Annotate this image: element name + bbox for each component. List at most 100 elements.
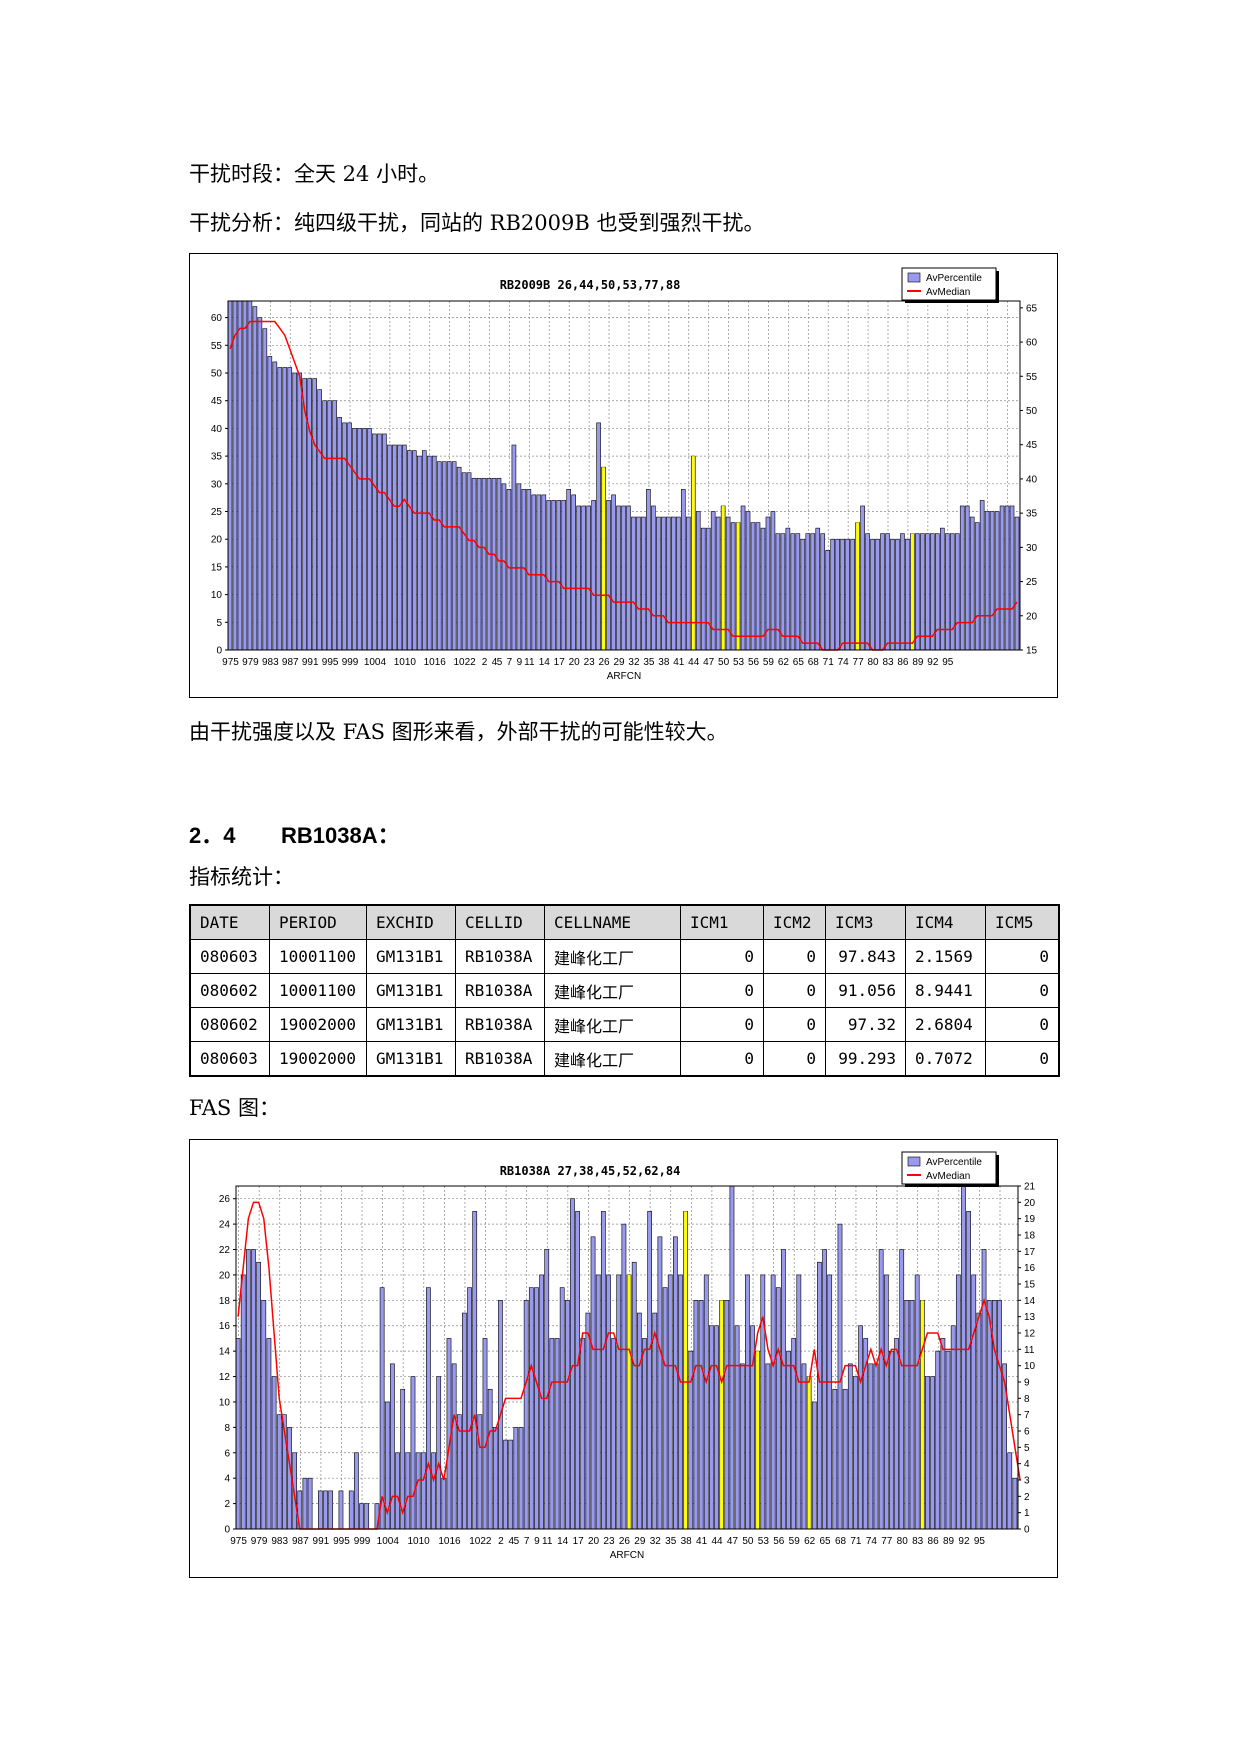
bar: [332, 400, 337, 651]
bar: [883, 1274, 889, 1530]
section-title: RB1038A：: [281, 823, 400, 848]
bar: [235, 1338, 241, 1530]
bar: [240, 1274, 246, 1530]
y-tick-label: 16: [219, 1321, 231, 1332]
bar: [337, 417, 342, 651]
bar: [865, 533, 870, 651]
bar: [974, 522, 980, 651]
cell-icm3: 97.32: [825, 1007, 906, 1042]
bar: [261, 1300, 267, 1530]
x-tick-label: 86: [928, 1536, 940, 1547]
bar: [740, 505, 746, 651]
bar: [997, 1300, 1002, 1530]
y-tick-label: 0: [216, 646, 222, 657]
x-tick-label: 50: [742, 1536, 754, 1547]
x-tick-label: 38: [658, 657, 670, 668]
bar: [586, 505, 591, 651]
bar: [920, 533, 925, 651]
bar: [472, 1211, 478, 1530]
bar: [426, 455, 432, 651]
bar: [631, 516, 636, 651]
bar: [825, 549, 831, 651]
bar: [595, 1274, 601, 1530]
bar: [600, 1211, 606, 1530]
fas-chart-rb2009b: 0 5 10 15 20 25 30 35 40 45 50 55 60 15 20 25 30 35 40 45 50…: [189, 253, 1058, 698]
cell-icm2: 0: [763, 1007, 826, 1042]
median-line: [229, 320, 1018, 651]
x-tick-label: 38: [681, 1536, 693, 1547]
bar: [407, 450, 412, 651]
bar: [364, 1503, 370, 1530]
highlight-bar: [721, 505, 725, 650]
bar: [564, 1300, 570, 1530]
bar: [556, 500, 562, 651]
bar: [362, 428, 367, 651]
y2-tick-label: 3: [1024, 1476, 1030, 1487]
bar: [703, 1274, 709, 1530]
bar: [518, 1427, 524, 1530]
bar: [528, 1287, 534, 1530]
x-tick-label: 983: [271, 1536, 288, 1547]
bar: [377, 433, 382, 651]
x-tick-label: 32: [650, 1536, 662, 1547]
y-tick-label: 10: [211, 590, 223, 601]
bar: [991, 1300, 997, 1530]
cell-icm1: 0: [680, 1041, 764, 1077]
bar: [508, 1439, 514, 1530]
bar: [323, 1490, 328, 1530]
bar: [739, 1363, 745, 1530]
y-tick-label: 0: [224, 1525, 230, 1536]
cell-icm3: 97.843: [825, 939, 906, 974]
bar: [1007, 1452, 1013, 1530]
y-tick-label: 25: [211, 507, 223, 518]
cell-exchid: GM131B1: [366, 1007, 456, 1042]
bar: [790, 533, 796, 651]
bar: [456, 1414, 462, 1530]
x-tick-label: 5: [514, 1536, 520, 1547]
x-tick-label: 71: [850, 1536, 862, 1547]
x-tick-label: 62: [778, 657, 790, 668]
bar: [585, 1312, 591, 1530]
bar: [342, 422, 347, 651]
y2-tick-label: 0: [1024, 1525, 1030, 1536]
y-tick-label: 20: [211, 535, 223, 546]
x-tick-label: 53: [733, 657, 745, 668]
bar: [878, 1249, 884, 1530]
interference-time-text: 干扰时段：全天 24 小时。: [189, 162, 440, 186]
bar: [940, 1338, 946, 1530]
bar: [570, 1198, 575, 1530]
bar: [815, 527, 821, 651]
bar: [979, 500, 985, 651]
bar: [880, 533, 885, 651]
bar: [451, 461, 457, 651]
x-tick-label: 92: [958, 1536, 970, 1547]
bar: [566, 489, 572, 651]
y-tick-label: 18: [219, 1296, 231, 1307]
cell-icm4: 8.9441: [905, 973, 986, 1008]
table-row: 080602 10001100 GM131B1 RB1038A 建峰化工厂 0 …: [189, 973, 1060, 1008]
bar: [503, 1439, 508, 1530]
x-tick-label: 77: [881, 1536, 893, 1547]
y-tick-label: 12: [219, 1372, 231, 1383]
bar: [770, 1274, 776, 1530]
highlight-bar: [756, 1351, 760, 1529]
cell-period: 19002000: [269, 1007, 367, 1042]
x-tick-label: 95: [942, 657, 954, 668]
bar: [402, 444, 407, 651]
bar: [940, 527, 945, 651]
bar: [318, 1490, 323, 1530]
legend-shadow: [996, 271, 999, 303]
bar: [714, 1325, 719, 1530]
y2-tick-label: 8: [1024, 1394, 1030, 1405]
bar: [900, 533, 905, 651]
x-tick-label: 14: [539, 657, 551, 668]
bar: [347, 422, 352, 651]
table-row: 080603 10001100 GM131B1 RB1038A 建峰化工厂 0 …: [189, 939, 1060, 974]
bar: [971, 1274, 977, 1530]
col-period: PERIOD: [269, 904, 367, 940]
bar: [477, 1414, 483, 1530]
cell-icm1: 0: [680, 1007, 764, 1042]
x-tick-label: 7: [507, 657, 513, 668]
y2-tick-label: 21: [1024, 1182, 1036, 1193]
x-tick-label: 11: [524, 657, 535, 668]
